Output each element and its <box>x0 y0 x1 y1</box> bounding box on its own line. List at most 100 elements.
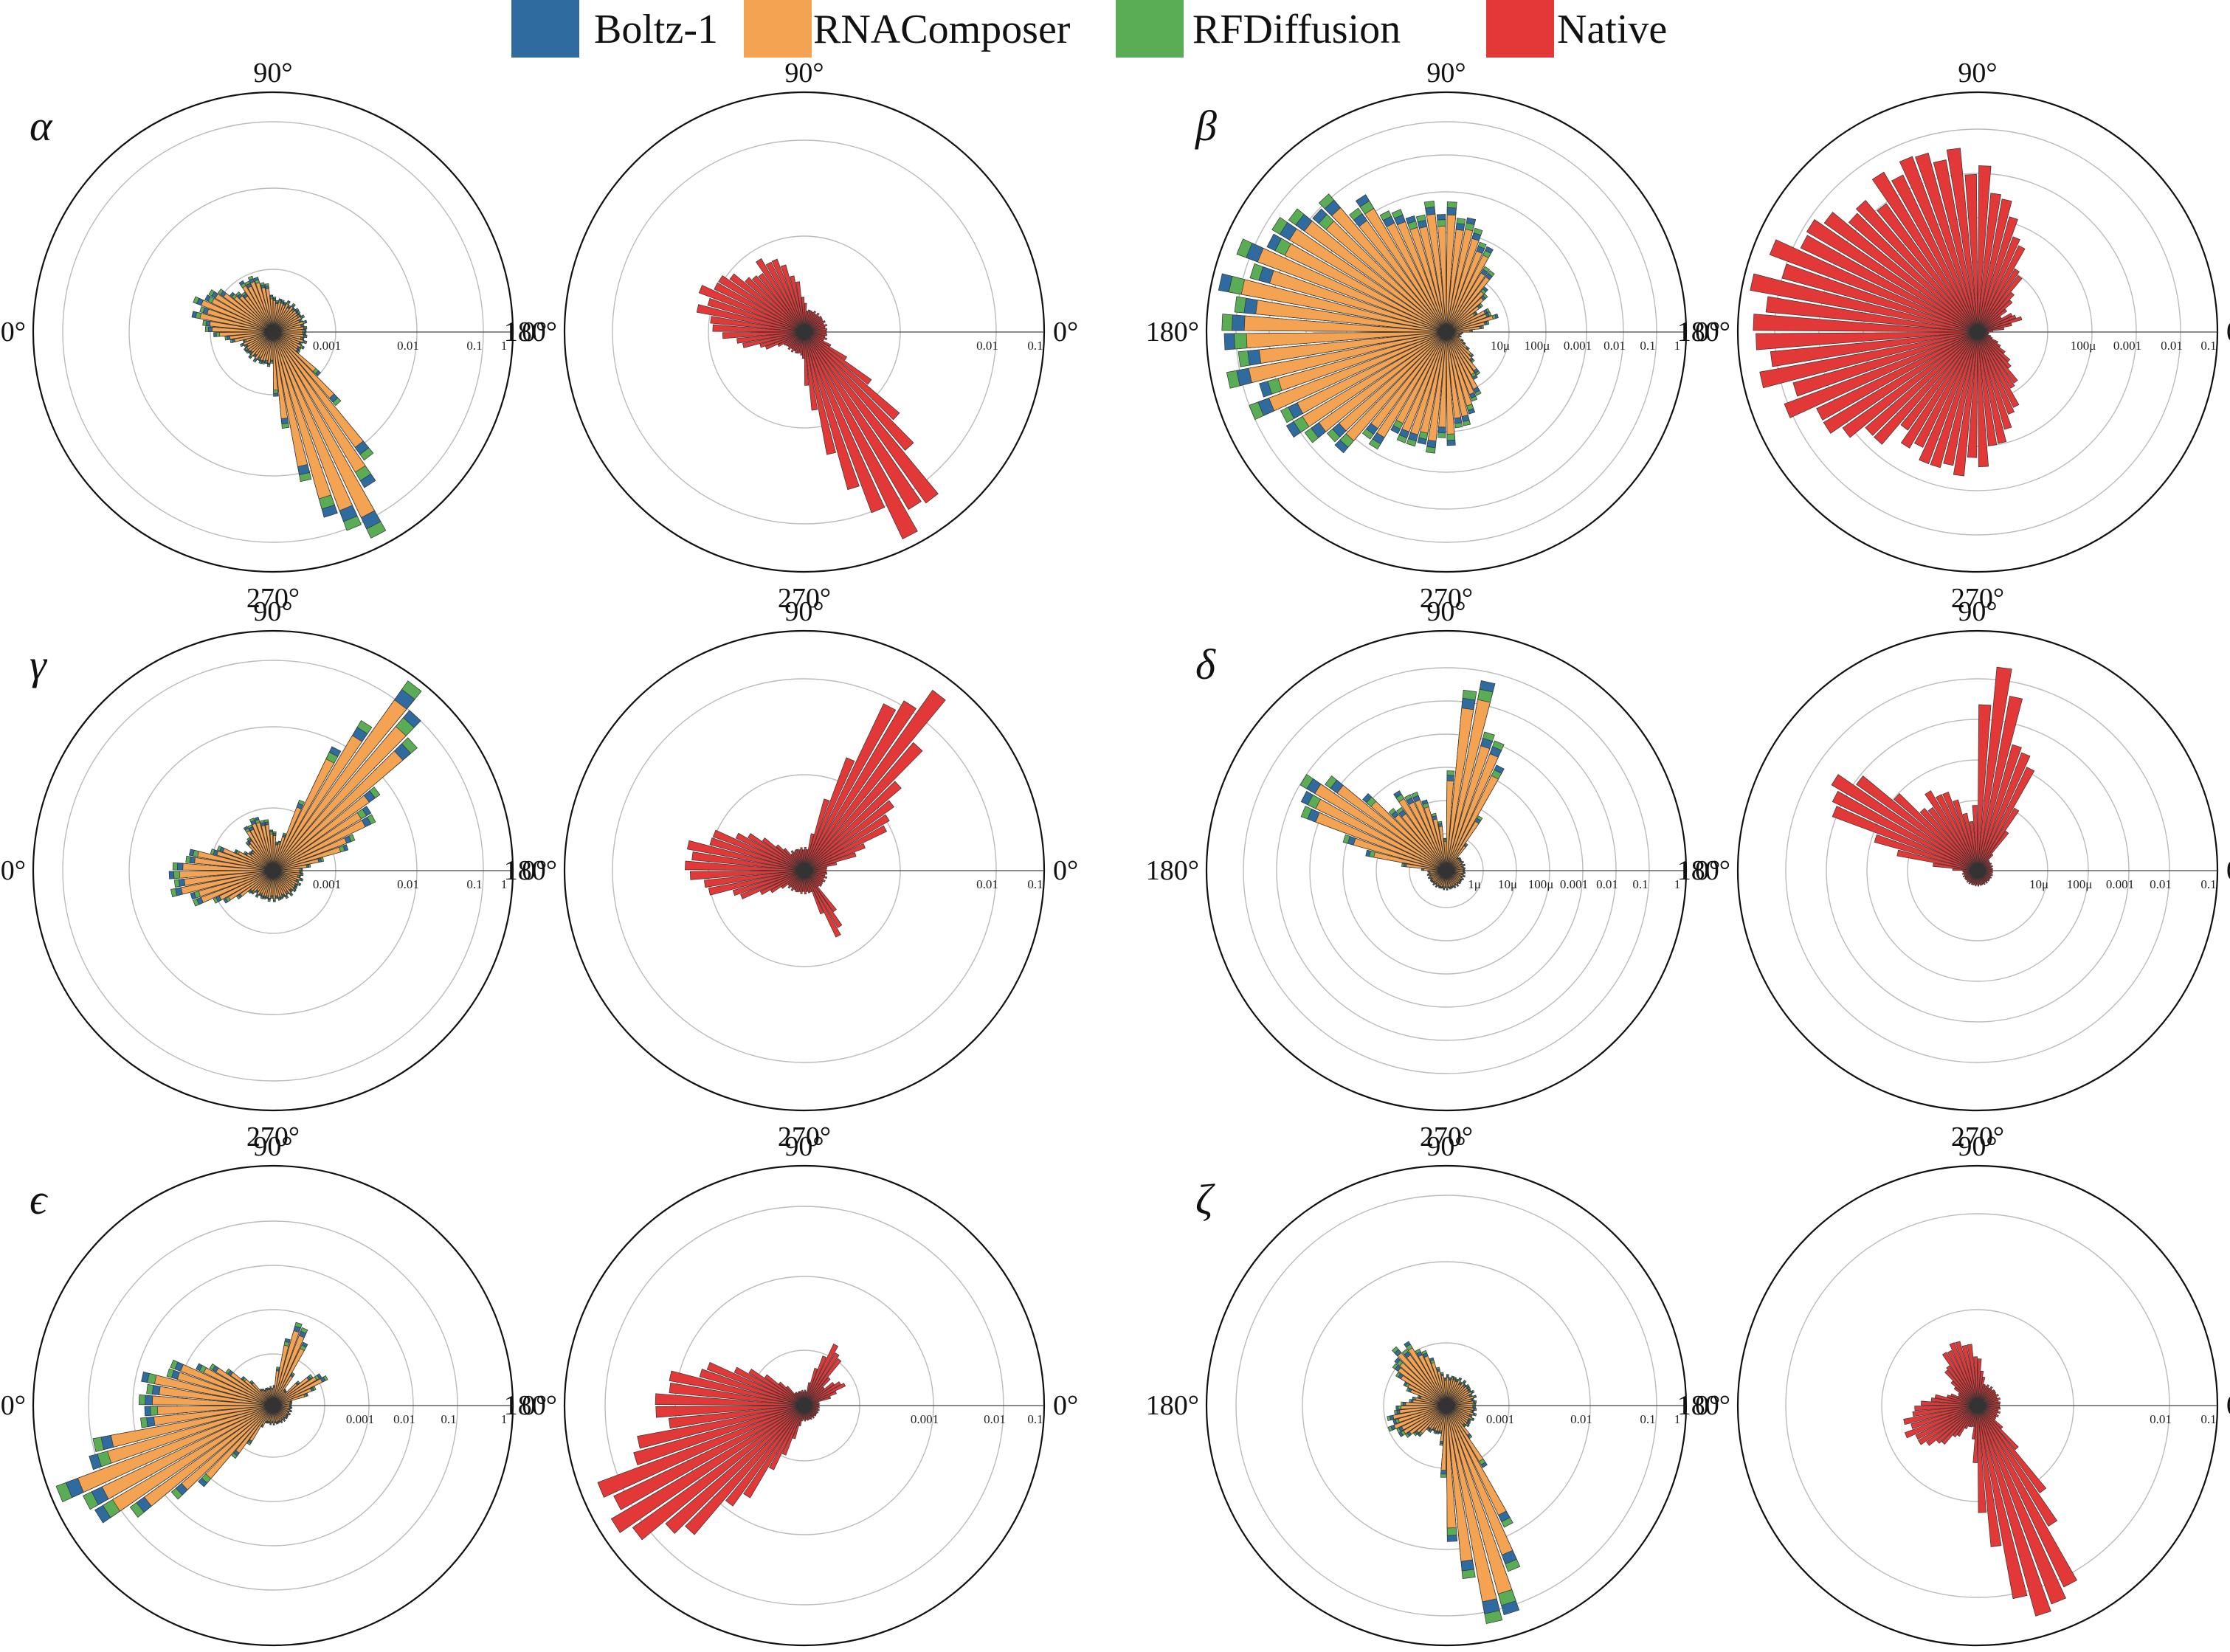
bar-native <box>1915 1405 1978 1440</box>
bar-rnacomposer <box>1446 1405 1513 1555</box>
radial-tick-labels: 10μ 100μ 0.001 0.01 0.1 <box>2029 877 2217 891</box>
angle-label-180: 180° <box>1146 855 1199 886</box>
bar-native <box>1855 200 1978 333</box>
bar-rnacomposer <box>222 848 274 871</box>
histogram-bars <box>1831 666 2035 887</box>
bar-rnacomposer <box>157 1405 274 1415</box>
polar-hub <box>266 863 280 878</box>
bar-native <box>1930 331 1978 469</box>
bar-native <box>804 757 855 871</box>
bar-native <box>1936 794 1978 871</box>
bar-rnacomposer <box>1416 1405 1447 1434</box>
angle-label-90: 90° <box>253 1131 292 1162</box>
radial-tick-labels: 0.001 0.01 0.1 1 <box>346 1412 507 1426</box>
bar-rnacomposer <box>159 1386 274 1406</box>
bar-native <box>610 1405 805 1533</box>
bar-native <box>597 1405 805 1498</box>
radial-tick-label: 100μ <box>1525 339 1550 353</box>
radial-tick-label: 0.1 <box>466 877 482 891</box>
bar-rnacomposer <box>200 870 274 903</box>
bar-rnacomposer <box>240 870 274 897</box>
bar-native <box>1953 1405 1978 1438</box>
bar-native <box>804 843 866 871</box>
bar-native <box>1781 263 1978 333</box>
bar-rnacomposer <box>203 1367 274 1406</box>
bar-rnacomposer <box>1446 1405 1497 1603</box>
bar-rnacomposer <box>1277 331 1447 391</box>
legend-swatch-rfdiffusion <box>1116 0 1184 58</box>
radial-tick-labels: 0.01 0.1 <box>2150 1412 2217 1426</box>
bar-native <box>1918 1405 1978 1445</box>
bar-native <box>804 331 900 421</box>
bar-rnacomposer <box>1393 1405 1447 1429</box>
radial-tick-label: 0.1 <box>1632 877 1648 891</box>
histogram-bars <box>1750 148 2026 477</box>
bar-rnacomposer <box>239 295 274 333</box>
bar-rnacomposer <box>1336 784 1447 871</box>
bar-native <box>1831 774 1978 871</box>
bar-native <box>1977 752 2031 871</box>
radial-tick-label: 0.001 <box>1486 1412 1514 1426</box>
bar-native <box>1977 331 1989 467</box>
legend-swatch-boltz <box>511 0 579 58</box>
bar-native <box>733 1366 805 1406</box>
radial-tick-label: 0.01 <box>2150 877 2172 891</box>
bar-native <box>1933 159 1978 333</box>
bar-rnacomposer <box>1397 221 1447 333</box>
radial-tick-label: 0.001 <box>911 1412 939 1426</box>
bar-native <box>1977 274 2023 333</box>
bar-native <box>804 331 872 385</box>
bar-native <box>1953 799 1978 871</box>
bar-native <box>1977 1405 2047 1493</box>
bar-native <box>1977 1405 2051 1617</box>
angle-label-90: 90° <box>253 58 292 89</box>
bar-rnacomposer <box>209 321 274 333</box>
bar-rnacomposer <box>1446 310 1486 333</box>
bar-native <box>804 1367 818 1406</box>
bar-rnacomposer <box>201 300 274 333</box>
radial-tick-label: 0.001 <box>1560 877 1588 891</box>
bar-rnacomposer <box>272 331 353 511</box>
bar-native <box>655 1405 805 1418</box>
angle-label-270: 270° <box>1951 583 2004 614</box>
angle-label-0: 0° <box>2226 855 2230 886</box>
angle-label-0: 0° <box>1695 317 1720 348</box>
bar-native <box>804 331 886 514</box>
bar-native <box>1784 331 1978 418</box>
bar-rnacomposer <box>238 851 274 871</box>
bar-rnacomposer <box>1446 214 1457 333</box>
bar-rnacomposer <box>1446 331 1461 419</box>
bar-rnacomposer <box>205 1405 274 1479</box>
panel-letter: β <box>1195 102 1217 150</box>
bar-rnacomposer <box>272 1335 305 1406</box>
bar-native <box>1977 666 2012 871</box>
radial-tick-label: 100μ <box>2067 877 2093 891</box>
bar-rnacomposer <box>1268 331 1447 412</box>
bar-native <box>1759 331 1978 389</box>
bar-native <box>665 1405 805 1534</box>
bar-native <box>752 275 805 333</box>
angle-label-180: 180° <box>1677 1390 1730 1421</box>
bar-native <box>781 1405 805 1456</box>
bar-native <box>1977 165 1992 333</box>
bar-rnacomposer <box>230 1372 274 1406</box>
radial-tick-label: 0.1 <box>2200 339 2216 353</box>
bar-native <box>1977 268 2020 333</box>
bar-rnacomposer <box>272 331 335 399</box>
bar-native <box>804 870 837 913</box>
radial-tick-label: 0.1 <box>1027 1412 1043 1426</box>
bar-native <box>804 870 841 938</box>
polar-hub <box>266 1398 280 1413</box>
bar-rnacomposer <box>244 1378 274 1406</box>
polar-hub <box>1970 863 1985 878</box>
bar-native <box>1921 1400 1978 1406</box>
bar-native <box>1977 312 2013 333</box>
bar-rnacomposer <box>1257 247 1447 333</box>
bar-rnacomposer <box>107 1405 274 1464</box>
bar-rnacomposer <box>1446 291 1485 333</box>
bar-rnacomposer <box>249 829 274 871</box>
bar-rnacomposer <box>1423 806 1447 871</box>
